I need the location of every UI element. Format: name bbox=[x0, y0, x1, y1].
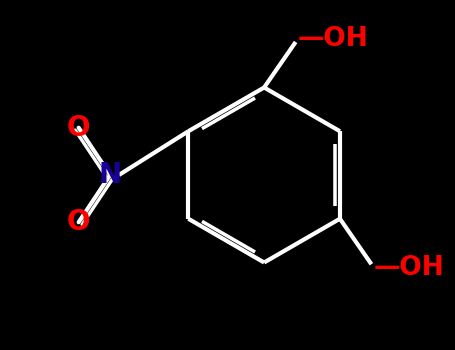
Text: —OH: —OH bbox=[298, 26, 368, 51]
Text: N: N bbox=[99, 161, 121, 189]
Text: —OH: —OH bbox=[373, 255, 444, 281]
Text: O: O bbox=[67, 114, 91, 142]
Text: O: O bbox=[67, 208, 91, 236]
